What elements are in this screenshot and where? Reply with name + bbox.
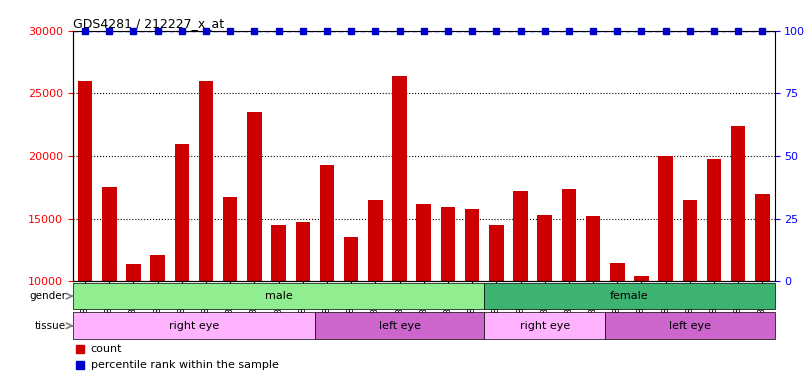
Bar (73, 283, 484, 310)
Bar (78, 81, 92, 384)
Bar (295, 222, 310, 384)
Bar (484, 313, 605, 339)
Text: left eye: left eye (379, 321, 421, 331)
Bar (368, 200, 383, 384)
Bar (683, 200, 697, 384)
Bar (247, 112, 262, 384)
Bar (489, 225, 504, 384)
Text: count: count (91, 344, 122, 354)
Bar (417, 204, 431, 384)
Bar (320, 165, 334, 384)
Bar (605, 313, 775, 339)
Text: GDS4281 / 212227_x_at: GDS4281 / 212227_x_at (73, 17, 224, 30)
Bar (150, 255, 165, 384)
Bar (562, 189, 576, 384)
Text: right eye: right eye (520, 321, 570, 331)
Bar (465, 209, 479, 384)
Text: percentile rank within the sample: percentile rank within the sample (91, 359, 278, 369)
Bar (634, 276, 649, 384)
Bar (586, 216, 600, 384)
Bar (174, 144, 189, 384)
Bar (513, 191, 528, 384)
Bar (731, 126, 745, 384)
Bar (199, 81, 213, 384)
Bar (484, 283, 775, 310)
Bar (223, 197, 238, 384)
Bar (659, 156, 673, 384)
Text: gender: gender (29, 291, 66, 301)
Text: tissue: tissue (35, 321, 66, 331)
Text: female: female (610, 291, 649, 301)
Bar (440, 207, 455, 384)
Bar (73, 313, 315, 339)
Bar (127, 264, 141, 384)
Bar (706, 159, 721, 384)
Bar (610, 263, 624, 384)
Bar (538, 215, 552, 384)
Bar (102, 187, 117, 384)
Bar (755, 194, 770, 384)
Bar (272, 225, 285, 384)
Text: male: male (264, 291, 293, 301)
Text: right eye: right eye (169, 321, 219, 331)
Bar (393, 76, 407, 384)
Bar (315, 313, 484, 339)
Text: left eye: left eye (669, 321, 710, 331)
Bar (344, 237, 358, 384)
